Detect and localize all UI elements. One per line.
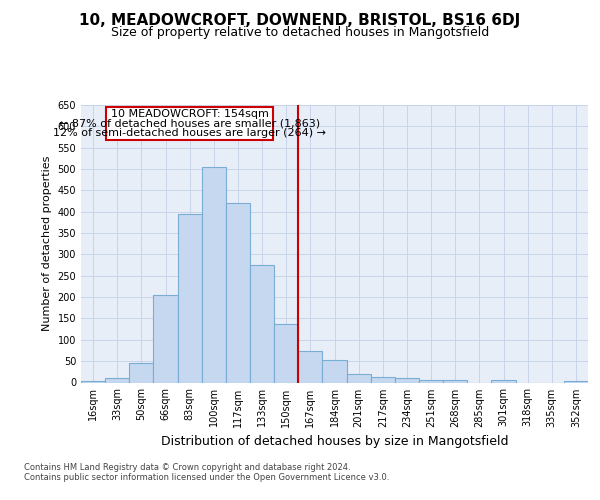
Text: Contains public sector information licensed under the Open Government Licence v3: Contains public sector information licen… (24, 472, 389, 482)
Bar (178, 214, 202, 382)
Bar (81, 381, 105, 382)
Text: 12% of semi-detached houses are larger (264) →: 12% of semi-detached houses are larger (… (53, 128, 326, 138)
Bar (395, 378, 419, 382)
Y-axis label: Number of detached properties: Number of detached properties (42, 156, 52, 332)
Text: 10 MEADOWCROFT: 154sqm: 10 MEADOWCROFT: 154sqm (111, 109, 269, 119)
FancyBboxPatch shape (106, 107, 273, 140)
Text: Size of property relative to detached houses in Mangotsfield: Size of property relative to detached ho… (111, 26, 489, 39)
Bar (322, 360, 347, 382)
Text: Contains HM Land Registry data © Crown copyright and database right 2024.: Contains HM Land Registry data © Crown c… (24, 462, 350, 471)
Bar (129, 364, 154, 382)
Bar (419, 380, 443, 382)
X-axis label: Distribution of detached houses by size in Mangotsfield: Distribution of detached houses by size … (161, 435, 508, 448)
Bar (226, 203, 250, 382)
Text: 10, MEADOWCROFT, DOWNEND, BRISTOL, BS16 6DJ: 10, MEADOWCROFT, DOWNEND, BRISTOL, BS16 … (79, 12, 521, 28)
Bar (564, 381, 588, 382)
Bar (274, 324, 298, 382)
Bar (443, 380, 467, 382)
Bar (371, 377, 395, 382)
Text: ← 87% of detached houses are smaller (1,863): ← 87% of detached houses are smaller (1,… (59, 118, 320, 128)
Bar (491, 380, 515, 382)
Bar (154, 295, 178, 382)
Bar (347, 374, 371, 382)
Bar (105, 378, 129, 382)
Bar (298, 351, 322, 382)
Bar (250, 265, 274, 382)
Bar (202, 167, 226, 382)
